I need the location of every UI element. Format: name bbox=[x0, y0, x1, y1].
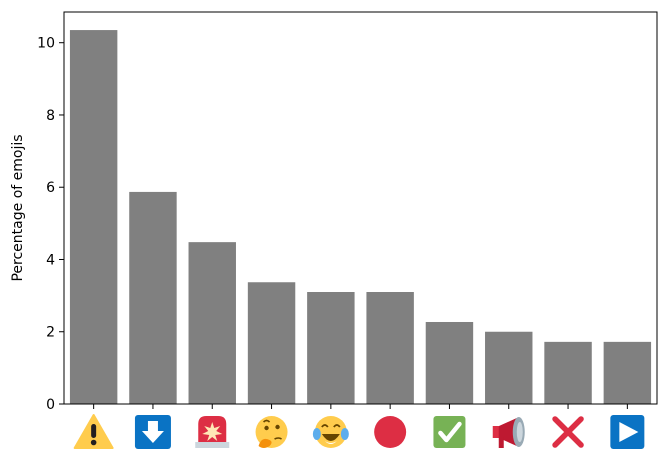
y-tick-label: 6 bbox=[46, 180, 55, 196]
y-tick-label: 0 bbox=[46, 397, 55, 413]
red-circle-icon bbox=[374, 416, 407, 448]
check-mark-button-icon bbox=[433, 416, 466, 448]
down-arrow-button-icon bbox=[134, 415, 171, 449]
bars-group bbox=[69, 30, 652, 405]
bar-9 bbox=[544, 341, 592, 404]
plot-area-frame bbox=[63, 11, 658, 405]
y-tick-label: 2 bbox=[46, 325, 55, 341]
y-axis-ticks: 0 2 4 6 8 10 bbox=[37, 36, 64, 413]
bar-6 bbox=[366, 292, 414, 404]
bar-4 bbox=[247, 282, 296, 404]
warning-icon bbox=[73, 414, 114, 449]
bar-3 bbox=[188, 242, 236, 404]
play-button-icon bbox=[610, 415, 645, 449]
x-axis-icons bbox=[73, 404, 645, 449]
cross-mark-icon bbox=[552, 416, 584, 448]
bar-5 bbox=[307, 292, 355, 404]
y-tick-label: 8 bbox=[46, 108, 55, 124]
bar-10 bbox=[603, 341, 652, 404]
y-tick-label: 10 bbox=[37, 36, 55, 52]
thinking-face-icon bbox=[255, 416, 288, 448]
police-light-icon bbox=[195, 416, 230, 448]
y-tick-label: 4 bbox=[46, 252, 55, 268]
megaphone-icon bbox=[492, 417, 525, 448]
y-axis-label: Percentage of emojis bbox=[10, 134, 26, 281]
bar-2 bbox=[129, 191, 177, 404]
tears-of-joy-face-icon bbox=[312, 416, 349, 448]
bar-7 bbox=[425, 321, 474, 404]
bar-8 bbox=[485, 331, 533, 404]
bar-1 bbox=[69, 30, 118, 405]
